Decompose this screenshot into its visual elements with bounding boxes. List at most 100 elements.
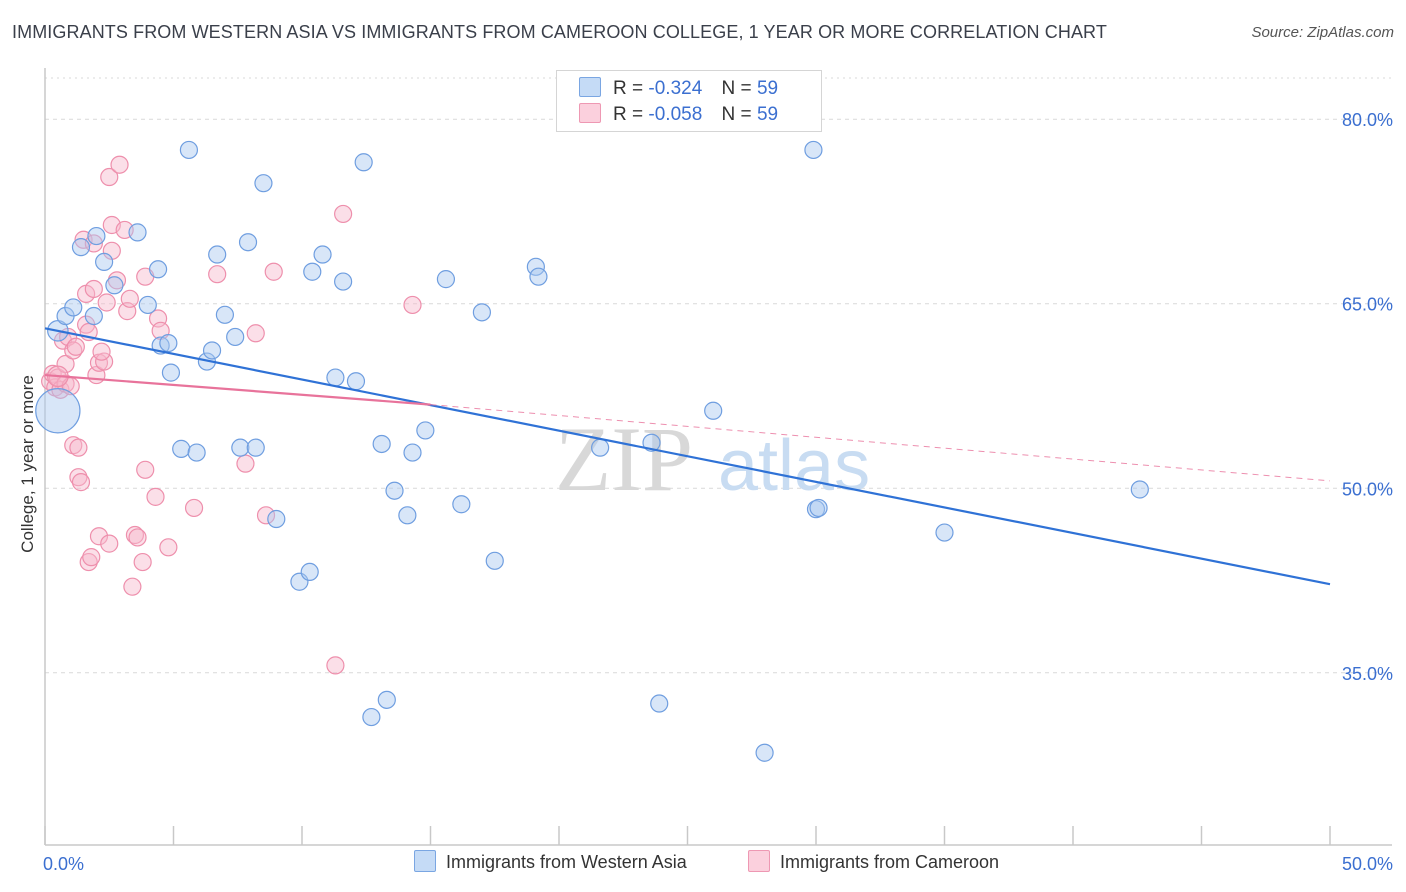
data-point [179, 140, 199, 160]
data-point [159, 333, 178, 353]
data-point [264, 262, 283, 281]
trend-line-western-asia [44, 327, 1331, 586]
data-point [56, 354, 75, 374]
data-point [184, 498, 204, 518]
data-point [452, 495, 471, 514]
data-point [398, 506, 417, 525]
data-point [159, 538, 178, 557]
data-point [303, 262, 322, 281]
data-point [84, 279, 103, 299]
data-point [256, 506, 276, 525]
legend-n-value: 59 [756, 104, 779, 125]
data-point [95, 252, 114, 272]
data-point [69, 438, 88, 457]
data-point [208, 265, 227, 284]
bottom-legend-swatch-blue [414, 850, 436, 872]
data-point [89, 527, 109, 546]
data-point [35, 388, 81, 434]
data-point [128, 223, 147, 242]
data-point [334, 272, 353, 291]
data-point [254, 174, 273, 193]
data-point [172, 439, 191, 458]
data-point [107, 271, 127, 290]
data-point [64, 298, 83, 317]
data-point [146, 487, 165, 506]
data-point [69, 468, 88, 487]
data-point [334, 204, 353, 224]
data-point [267, 509, 286, 529]
data-point [755, 743, 774, 762]
legend-n-value: 59 [756, 78, 779, 99]
series-western-asia-points [35, 140, 1149, 762]
data-point [326, 656, 345, 675]
data-point [238, 233, 258, 252]
legend-r-value: -0.324 [648, 78, 703, 99]
legend-r-label: R = [613, 78, 644, 99]
data-point [804, 140, 823, 160]
correlation-legend: R = -0.324 N = 59 R = -0.058 N = 59 [556, 70, 822, 132]
axes [44, 68, 1392, 846]
data-point [485, 551, 504, 570]
data-point [809, 498, 828, 518]
y-tick-label: 50.0% [1342, 479, 1393, 499]
data-point [403, 295, 422, 315]
data-point [1130, 480, 1149, 499]
data-point [372, 434, 391, 454]
data-point [84, 306, 103, 326]
gridlines [45, 77, 1392, 674]
legend-row-western-asia: R = -0.324 N = 59 [579, 77, 778, 101]
legend-n-label: N = [721, 104, 752, 125]
trend-lines [44, 327, 1331, 586]
data-point [236, 454, 255, 473]
legend-swatch-pink [579, 103, 601, 123]
data-point [326, 368, 345, 387]
data-point [100, 167, 119, 187]
data-point [202, 341, 222, 360]
data-point [161, 363, 181, 382]
bottom-legend-label: Immigrants from Cameroon [780, 852, 1000, 872]
y-axis-label-wrap: College, 1 year or more [0, 0, 56, 892]
data-point [97, 293, 116, 312]
x-tick-label: 0.0% [43, 854, 84, 874]
data-point [87, 226, 106, 246]
data-point [92, 342, 111, 361]
trend-line-cameroon [44, 373, 431, 406]
legend-swatch-blue [579, 77, 601, 97]
data-point [472, 303, 491, 322]
source-label: Source: ZipAtlas.com [1251, 24, 1394, 41]
legend-n-label: N = [721, 78, 752, 99]
data-point [110, 155, 129, 174]
data-point [377, 690, 396, 709]
data-point [416, 421, 435, 440]
watermark: ZIP atlas [555, 408, 870, 510]
legend-r-value: -0.058 [648, 104, 703, 125]
data-point [82, 548, 101, 567]
bottom-legend-cameroon: Immigrants from Cameroon [748, 850, 999, 876]
data-point [231, 438, 250, 457]
data-point [313, 245, 332, 264]
data-point [148, 260, 168, 279]
watermark-zip: ZIP [555, 408, 693, 510]
data-point [125, 525, 145, 545]
x-tick-label: 50.0% [1342, 854, 1393, 874]
data-point [246, 438, 265, 457]
data-point [354, 153, 373, 172]
data-point [650, 694, 669, 713]
data-point [346, 372, 366, 391]
legend-r-label: R = [613, 104, 644, 125]
chart-title: IMMIGRANTS FROM WESTERN ASIA VS IMMIGRAN… [12, 22, 1107, 42]
y-tick-label: 65.0% [1342, 295, 1393, 315]
bottom-legend-label: Immigrants from Western Asia [446, 852, 687, 872]
y-tick-label: 35.0% [1342, 664, 1393, 684]
data-point [215, 305, 234, 324]
data-point [436, 270, 456, 289]
data-point [105, 276, 124, 295]
data-point [71, 238, 91, 257]
data-point [120, 289, 139, 308]
data-point [138, 295, 157, 315]
data-point [123, 577, 142, 596]
data-point [100, 534, 119, 553]
data-point [187, 443, 206, 462]
y-tick-label: 80.0% [1342, 110, 1393, 130]
